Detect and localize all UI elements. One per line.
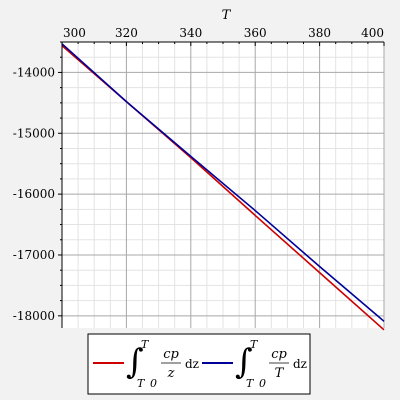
x-axis-label: T — [222, 8, 232, 23]
x-tick-label: 340 — [179, 26, 202, 40]
x-tick-label: 360 — [244, 26, 267, 40]
x-tick-label: 380 — [308, 26, 331, 40]
x-tick-label: 300 — [63, 26, 86, 40]
legend-1-integral-sign: ∫ — [235, 342, 253, 382]
legend-box — [87, 333, 311, 395]
x-tick-label: 400 — [361, 26, 384, 40]
legend-1-upper-limit: T — [250, 338, 259, 351]
legend-0-denominator: z — [167, 366, 175, 381]
legend-0-differential: dz — [185, 357, 199, 371]
y-tick-label: -18000 — [13, 309, 55, 323]
series-line-1 — [61, 43, 385, 322]
legend-1-differential: dz — [293, 357, 307, 371]
minor-grid — [62, 41, 384, 328]
y-tick-label: -14000 — [13, 65, 55, 79]
series-layer — [61, 43, 385, 331]
legend-0-integral-sign: ∫ — [126, 342, 144, 382]
legend-0-lower-limit-sub: 0 — [150, 377, 157, 390]
legend-entry-0: ∫ T T 0 cp z dz — [126, 338, 199, 390]
legend-1-denominator: T — [275, 366, 285, 381]
legend-1-numerator: cp — [271, 347, 287, 362]
legend-1-lower-limit: T — [246, 377, 255, 390]
x-axis: 300 320 340 360 380 400 — [61, 26, 385, 46]
y-tick-label: -15000 — [13, 126, 55, 140]
legend-0-upper-limit: T — [141, 338, 150, 351]
y-axis: -14000 -15000 -16000 -17000 -18000 — [13, 41, 63, 328]
y-tick-label: -16000 — [13, 187, 55, 201]
legend-entry-1: ∫ T T 0 cp T dz — [235, 338, 307, 390]
legend: ∫ T T 0 cp z dz ∫ T T 0 cp T dz — [87, 333, 311, 395]
legend-0-numerator: cp — [163, 347, 179, 362]
y-tick-label: -17000 — [13, 248, 55, 262]
legend-1-lower-limit-sub: 0 — [259, 377, 266, 390]
x-tick-label: 320 — [115, 26, 138, 40]
legend-0-lower-limit: T — [137, 377, 146, 390]
